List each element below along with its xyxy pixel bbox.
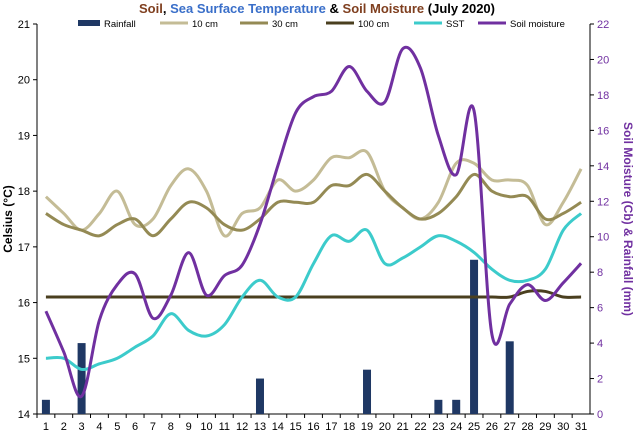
series-line-30-cm	[45, 172, 582, 238]
title-soil: Soil	[139, 1, 163, 16]
series-line-10-cm	[44, 149, 583, 238]
x-tick-label: 6	[132, 421, 138, 433]
x-tick-label: 4	[96, 421, 102, 433]
legend-swatch	[78, 20, 100, 26]
legend-label: 30 cm	[272, 19, 298, 30]
x-tick-label: 26	[486, 421, 498, 433]
y-tick-label-right: 20	[597, 54, 609, 66]
x-tick-label: 15	[290, 421, 302, 433]
title-separator: ,	[163, 1, 170, 16]
y-tick-label-left: 14	[18, 409, 30, 421]
title-suffix: (July 2020)	[424, 1, 495, 16]
y-tick-label-left: 17	[18, 242, 30, 254]
title-soil-moisture: Soil Moisture	[343, 1, 425, 16]
title-ampersand: &	[326, 1, 343, 16]
legend-item-rainfall: Rainfall	[78, 19, 136, 30]
y-tick-label-left: 15	[18, 353, 30, 365]
y-tick-label-right: 12	[597, 196, 609, 208]
x-tick-label: 13	[254, 421, 266, 433]
x-tick-label: 12	[236, 421, 248, 433]
rainfall-bar-day-19	[363, 369, 372, 414]
y-tick-label-left: 20	[18, 75, 30, 87]
rainfall-bar-day-23	[434, 399, 443, 414]
y-axis-title-right: Soil Moisture (Cb) & Rainfall (mm)	[621, 122, 634, 316]
x-tick-label: 14	[272, 421, 284, 433]
legend-label: 10 cm	[192, 19, 218, 30]
legend-label: SST	[446, 19, 465, 30]
x-tick-label: 21	[397, 421, 409, 433]
x-tick-label: 1	[43, 421, 49, 433]
y-ticks-right: 0 2 4 6 8 10 12 14 16 18 20 22	[590, 19, 609, 421]
rainfall-bar-day-27	[505, 341, 514, 414]
rainfall-bars	[41, 259, 514, 414]
x-tick-label: 31	[575, 421, 587, 433]
legend: Rainfall 10 cm 30 cm 100 cm SST Soil moisture	[78, 19, 565, 30]
rainfall-bar-day-1	[41, 399, 50, 414]
y-tick-label-right: 14	[597, 161, 609, 173]
legend-label: Rainfall	[104, 19, 136, 30]
y-tick-label-right: 8	[597, 267, 603, 279]
x-tick-label: 25	[468, 421, 480, 433]
x-tick-label: 22	[414, 421, 426, 433]
x-tick-label: 30	[557, 421, 569, 433]
x-tick-label: 20	[379, 421, 391, 433]
x-tick-label: 27	[504, 421, 516, 433]
x-tick-label: 3	[79, 421, 85, 433]
y-tick-label-right: 10	[597, 232, 609, 244]
x-tick-label: 18	[343, 421, 355, 433]
rainfall-bar-day-25	[470, 259, 479, 414]
legend-item-10-cm: 10 cm	[160, 19, 218, 30]
legend-label: Soil moisture	[510, 19, 565, 30]
x-tick-label: 23	[432, 421, 444, 433]
rainfall-bar-day-13	[255, 378, 264, 414]
y-axis-title-left: Celsius (°C)	[1, 185, 15, 252]
series-lines	[44, 45, 583, 398]
x-tick-label: 17	[325, 421, 337, 433]
series-line-100-cm	[45, 289, 582, 299]
legend-item-100-cm: 100 cm	[326, 19, 389, 30]
x-tick-label: 16	[307, 421, 319, 433]
y-tick-label-right: 18	[597, 90, 609, 102]
x-tick-label: 24	[450, 421, 462, 433]
x-tick-label: 9	[186, 421, 192, 433]
rainfall-bar-day-24	[452, 399, 461, 414]
legend-item-30-cm: 30 cm	[240, 19, 298, 30]
legend-label: 100 cm	[358, 19, 389, 30]
legend-item-soil-moisture: Soil moisture	[478, 19, 565, 30]
y-tick-label-left: 19	[18, 130, 30, 142]
y-ticks-left: 14 15 16 17 18 19 20 21	[18, 19, 37, 421]
x-tick-label: 19	[361, 421, 373, 433]
y-tick-label-right: 16	[597, 125, 609, 137]
y-tick-label-left: 21	[18, 19, 30, 31]
x-tick-label: 2	[61, 421, 67, 433]
x-tick-label: 28	[521, 421, 533, 433]
y-tick-label-right: 22	[597, 19, 609, 31]
x-tick-label: 10	[200, 421, 212, 433]
series-line-sst	[45, 212, 583, 372]
y-tick-label-right: 2	[597, 374, 603, 386]
title-sst: Sea Surface Temperature	[170, 1, 326, 16]
y-tick-label-right: 0	[597, 409, 603, 421]
legend-item-sst: SST	[414, 19, 465, 30]
x-tick-label: 11	[219, 421, 230, 433]
x-tick-label: 7	[150, 421, 156, 433]
rainfall-bar-day-3	[77, 343, 86, 414]
chart-title: Soil, Sea Surface Temperature & Soil Moi…	[139, 1, 495, 16]
x-ticks: 1 2 3 4 5 6 7 8 9 10 11 12 13 14 15 16 17 18 19 20 21 22 23 24 2…	[36, 414, 587, 433]
x-tick-label: 8	[168, 421, 174, 433]
series-line-soil-moisture	[44, 45, 583, 398]
x-tick-label: 29	[539, 421, 551, 433]
y-tick-label-right: 4	[597, 338, 603, 350]
y-tick-label-left: 18	[18, 186, 30, 198]
y-tick-label-right: 6	[597, 303, 603, 315]
y-tick-label-left: 16	[18, 298, 30, 310]
x-tick-label: 5	[114, 421, 120, 433]
